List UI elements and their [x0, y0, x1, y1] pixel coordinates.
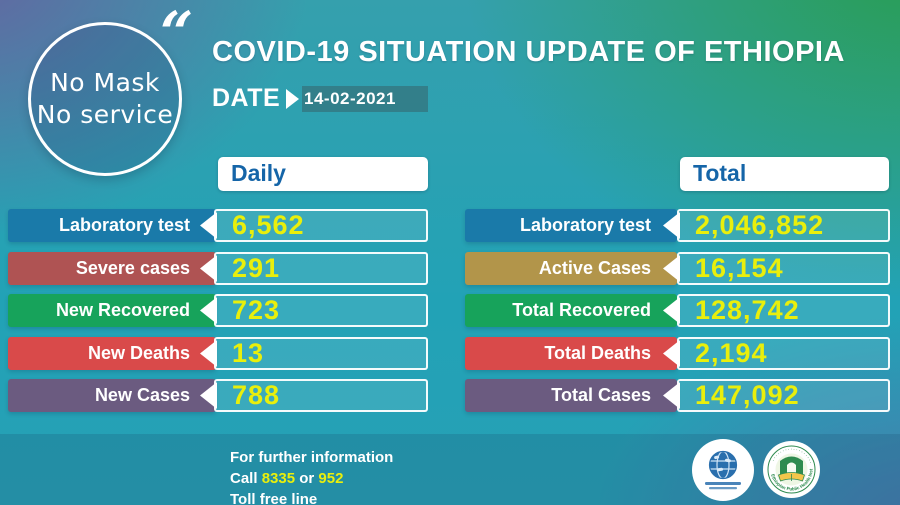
ministry-of-health-logo: [692, 439, 754, 501]
toll-free-number-1: 8335: [261, 470, 296, 487]
footer-line1: For further information: [230, 449, 394, 466]
call-label: Call: [230, 470, 258, 487]
total-label-active-cases: Active Cases: [465, 252, 677, 285]
daily-value-laboratory-test: 6,562: [200, 209, 428, 242]
daily-label-laboratory-test: Laboratory test: [8, 209, 216, 242]
value-text: 13: [232, 338, 265, 368]
footer-contact-info: For further information Call 8335 or 952…: [230, 447, 393, 505]
daily-label-new-deaths: New Deaths: [8, 337, 216, 370]
arrow-right-icon: [286, 89, 299, 109]
total-column-header: Total: [680, 157, 889, 191]
daily-label-new-cases: New Cases: [8, 379, 216, 412]
value-text: 2,194: [695, 338, 768, 368]
daily-label-severe-cases: Severe cases: [8, 252, 216, 285]
total-label-laboratory-test: Laboratory test: [465, 209, 677, 242]
daily-value-new-deaths: 13: [200, 337, 428, 370]
page-title: COVID-19 SITUATION UPDATE OF ETHIOPIA: [212, 36, 845, 68]
total-label-total-cases: Total Cases: [465, 379, 677, 412]
date-label: DATE: [212, 84, 281, 112]
total-value-active-cases: 16,154: [663, 252, 890, 285]
value-text: 6,562: [232, 210, 305, 240]
date-value: 14-02-2021: [302, 86, 428, 112]
value-text: 147,092: [695, 380, 800, 410]
no-mask-no-service-badge: No Mask No service: [28, 22, 182, 176]
value-text: 788: [232, 380, 281, 410]
footer-line3: Toll free line: [230, 491, 318, 505]
daily-value-new-cases: 788: [200, 379, 428, 412]
footer-line2: Call 8335 or 952: [230, 468, 393, 489]
total-value-laboratory-test: 2,046,852: [663, 209, 890, 242]
toll-free-number-2: 952: [318, 470, 344, 487]
total-value-total-cases: 147,092: [663, 379, 890, 412]
daily-value-severe-cases: 291: [200, 252, 428, 285]
total-label-total-deaths: Total Deaths: [465, 337, 677, 370]
value-text: 723: [232, 295, 281, 325]
total-value-total-recovered: 128,742: [663, 294, 890, 327]
value-text: 2,046,852: [695, 210, 825, 240]
quote-icon: “: [160, 0, 194, 67]
daily-value-new-recovered: 723: [200, 294, 428, 327]
or-label: or: [299, 470, 315, 487]
total-label-total-recovered: Total Recovered: [465, 294, 677, 327]
value-text: 128,742: [695, 295, 800, 325]
total-value-total-deaths: 2,194: [663, 337, 890, 370]
value-text: 291: [232, 253, 281, 283]
value-text: 16,154: [695, 253, 784, 283]
daily-label-new-recovered: New Recovered: [8, 294, 216, 327]
badge-line2: No service: [36, 100, 174, 129]
daily-column-header: Daily: [218, 157, 428, 191]
ethiopian-public-health-institute-logo: Ethiopian Public Health Institute · · · …: [762, 437, 820, 498]
badge-line1: No Mask: [50, 67, 160, 97]
